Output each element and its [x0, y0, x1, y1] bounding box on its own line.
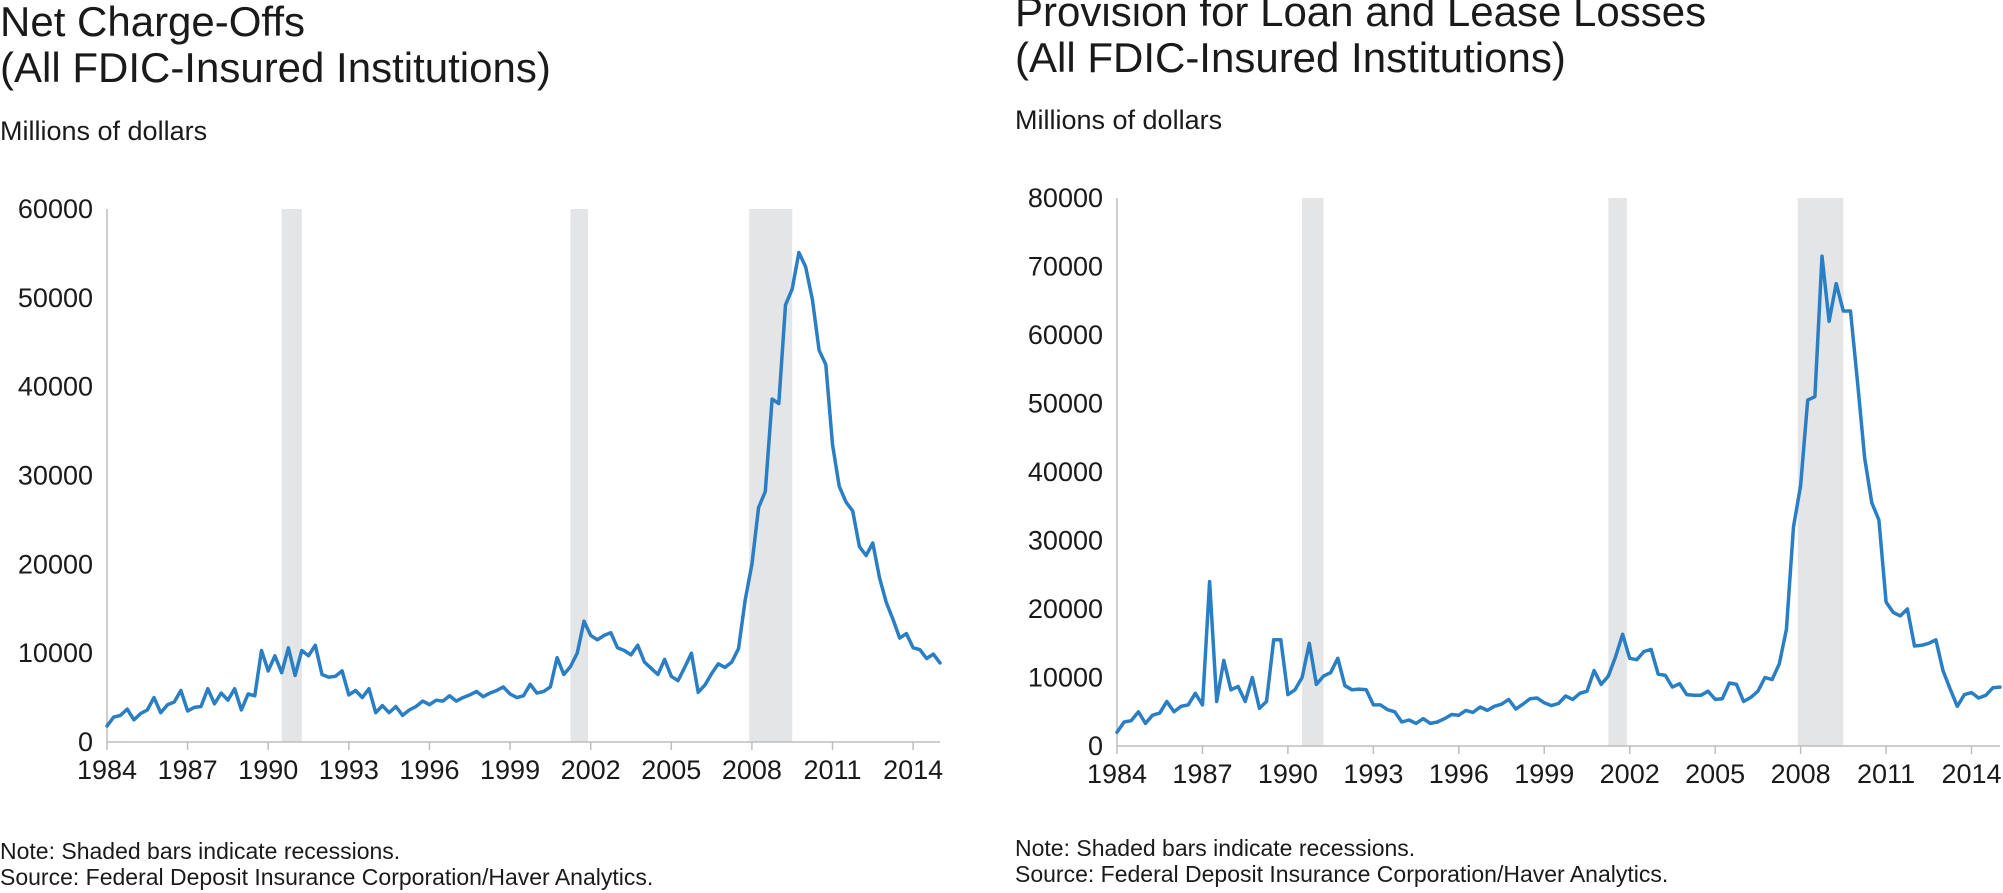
x-tick-label: 2008: [722, 755, 782, 785]
chart-title-line-2: (All FDIC-Insured Institutions): [0, 44, 551, 91]
provision-loan-lease-losses-chart: 0 10000 20000 30000 40000 50000 60000 70000 8000…: [1028, 183, 2002, 789]
x-tick-label: 1987: [1172, 759, 1232, 789]
y-tick-label: 20000: [18, 549, 93, 579]
x-tick-label: 2002: [561, 755, 621, 785]
recession-band: [1302, 198, 1324, 746]
y-tick-label: 30000: [18, 461, 93, 491]
recession-band: [1608, 198, 1627, 746]
chart-note: Note: Shaded bars indicate recessions.: [0, 838, 401, 864]
x-tick-label: 2008: [1771, 759, 1831, 789]
chart-source: Source: Federal Deposit Insurance Corpor…: [0, 864, 654, 890]
y-tick-label: 10000: [1028, 663, 1103, 693]
y-tick-label: 0: [1088, 731, 1103, 761]
net-charge-offs-panel: Net Charge-Offs (All FDIC-Insured Instit…: [0, 0, 960, 890]
x-tick-label: 1993: [1343, 759, 1403, 789]
recession-band: [749, 209, 793, 742]
x-tick-label: 1999: [480, 755, 540, 785]
y-tick-label: 20000: [1028, 594, 1103, 624]
recession-band: [570, 209, 588, 742]
y-tick-label: 80000: [1028, 183, 1103, 213]
x-tick-label: 2011: [1857, 759, 1915, 789]
y-tick-label: 40000: [18, 372, 93, 402]
y-tick-label: 70000: [1028, 252, 1103, 282]
chart-title-line-2: (All FDIC-Insured Institutions): [1015, 34, 1566, 81]
x-tick-label: 1990: [1258, 759, 1318, 789]
x-tick-label: 2005: [1685, 759, 1745, 789]
y-tick-label: 30000: [1028, 526, 1103, 556]
y-tick-label: 50000: [1028, 389, 1103, 419]
x-tick-label: 2014: [883, 755, 943, 785]
x-tick-label: 1999: [1514, 759, 1574, 789]
y-axis-unit-label: Millions of dollars: [1015, 105, 1223, 135]
x-tick-label: 2011: [803, 755, 861, 785]
x-tick-label: 2014: [1941, 759, 2001, 789]
chart-title-line-1: Provision for Loan and Lease Losses: [1015, 0, 1707, 35]
chart-source: Source: Federal Deposit Insurance Corpor…: [1015, 861, 1669, 887]
chart-note: Note: Shaded bars indicate recessions.: [1015, 835, 1416, 861]
y-tick-label: 60000: [18, 194, 93, 224]
x-tick-label: 1993: [319, 755, 379, 785]
series-line: [105, 250, 942, 728]
y-axis-unit-label: Millions of dollars: [0, 116, 208, 146]
x-tick-label: 1984: [77, 755, 137, 785]
y-tick-label: 40000: [1028, 457, 1103, 487]
recession-band: [281, 209, 302, 742]
x-tick-label: 2002: [1600, 759, 1660, 789]
x-tick-label: 1996: [399, 755, 459, 785]
x-tick-label: 1987: [158, 755, 218, 785]
series-line: [1115, 254, 2002, 735]
x-tick-label: 1996: [1429, 759, 1489, 789]
x-tick-label: 1984: [1087, 759, 1147, 789]
net-charge-offs-chart: 0 10000 20000 30000 40000 50000 60000 1984 1987 1…: [18, 194, 943, 785]
x-tick-label: 1990: [238, 755, 298, 785]
y-tick-label: 60000: [1028, 320, 1103, 350]
y-tick-label: 50000: [18, 283, 93, 313]
provision-loan-lease-losses-panel: Provision for Loan and Lease Losses (All…: [1015, 0, 2003, 887]
x-tick-label: 2005: [641, 755, 701, 785]
chart-title-line-1: Net Charge-Offs: [0, 0, 306, 45]
y-tick-label: 0: [78, 727, 93, 757]
y-tick-label: 10000: [18, 638, 93, 668]
